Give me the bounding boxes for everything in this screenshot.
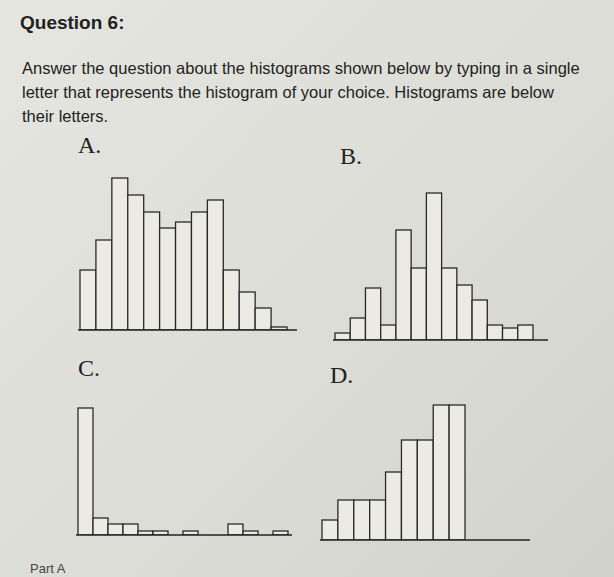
histogram-bar [93,518,108,535]
histogram-bar [433,405,449,540]
histogram-letter: B. [340,143,362,170]
histogram-bar [191,212,207,330]
baseline [76,534,292,536]
question-text: Answer the question about the histograms… [22,56,582,128]
histogram-bar [255,308,271,330]
baseline [320,539,530,541]
histogram-bars [322,405,465,540]
histogram-bar [80,270,96,330]
histogram-bar [503,328,518,340]
histogram-letter: A. [78,132,101,159]
histogram-bar [401,440,417,540]
histogram-bars [78,408,288,535]
histogram-bar [426,193,441,340]
histogram-bar [176,222,192,330]
histogram-bar [396,230,411,340]
histogram-bar [123,524,138,535]
histogram-bars [80,178,287,330]
baseline [78,329,297,331]
histogram-bar [386,472,402,540]
histogram-bar [354,500,370,540]
histogram-bar [128,195,144,330]
histogram-bar [487,325,502,340]
histogram-bar [108,524,123,535]
histogram-bar [411,268,426,340]
histogram-bar [338,500,354,540]
histogram-bar [518,325,533,340]
histogram-bar [239,292,255,330]
histogram-bar [223,270,239,330]
histogram-bar [442,268,457,340]
histograms [0,0,614,577]
histogram-letter: D. [330,362,353,389]
histogram-bar [417,440,433,540]
footer-text: Part A [30,561,65,576]
histogram-bar [365,288,380,340]
baseline [333,339,548,341]
histogram-bar [449,405,465,540]
histogram-bar [96,240,112,330]
histogram-bars [335,193,533,340]
histogram-bar [457,285,472,340]
histogram-bar [112,178,128,330]
histogram-bar [335,333,350,340]
histogram-bar [350,318,365,340]
histogram-bar [207,200,223,330]
question-title: Question 6: [20,12,125,34]
histogram-letter: C. [78,355,100,382]
histogram-bar [160,228,176,330]
histogram-bar [228,524,243,535]
histogram-bar [381,325,396,340]
histogram-bar [78,408,93,535]
histogram-bar [322,520,338,540]
histogram-bar [472,300,487,340]
histogram-bar [144,212,160,330]
histogram-bar [370,500,386,540]
